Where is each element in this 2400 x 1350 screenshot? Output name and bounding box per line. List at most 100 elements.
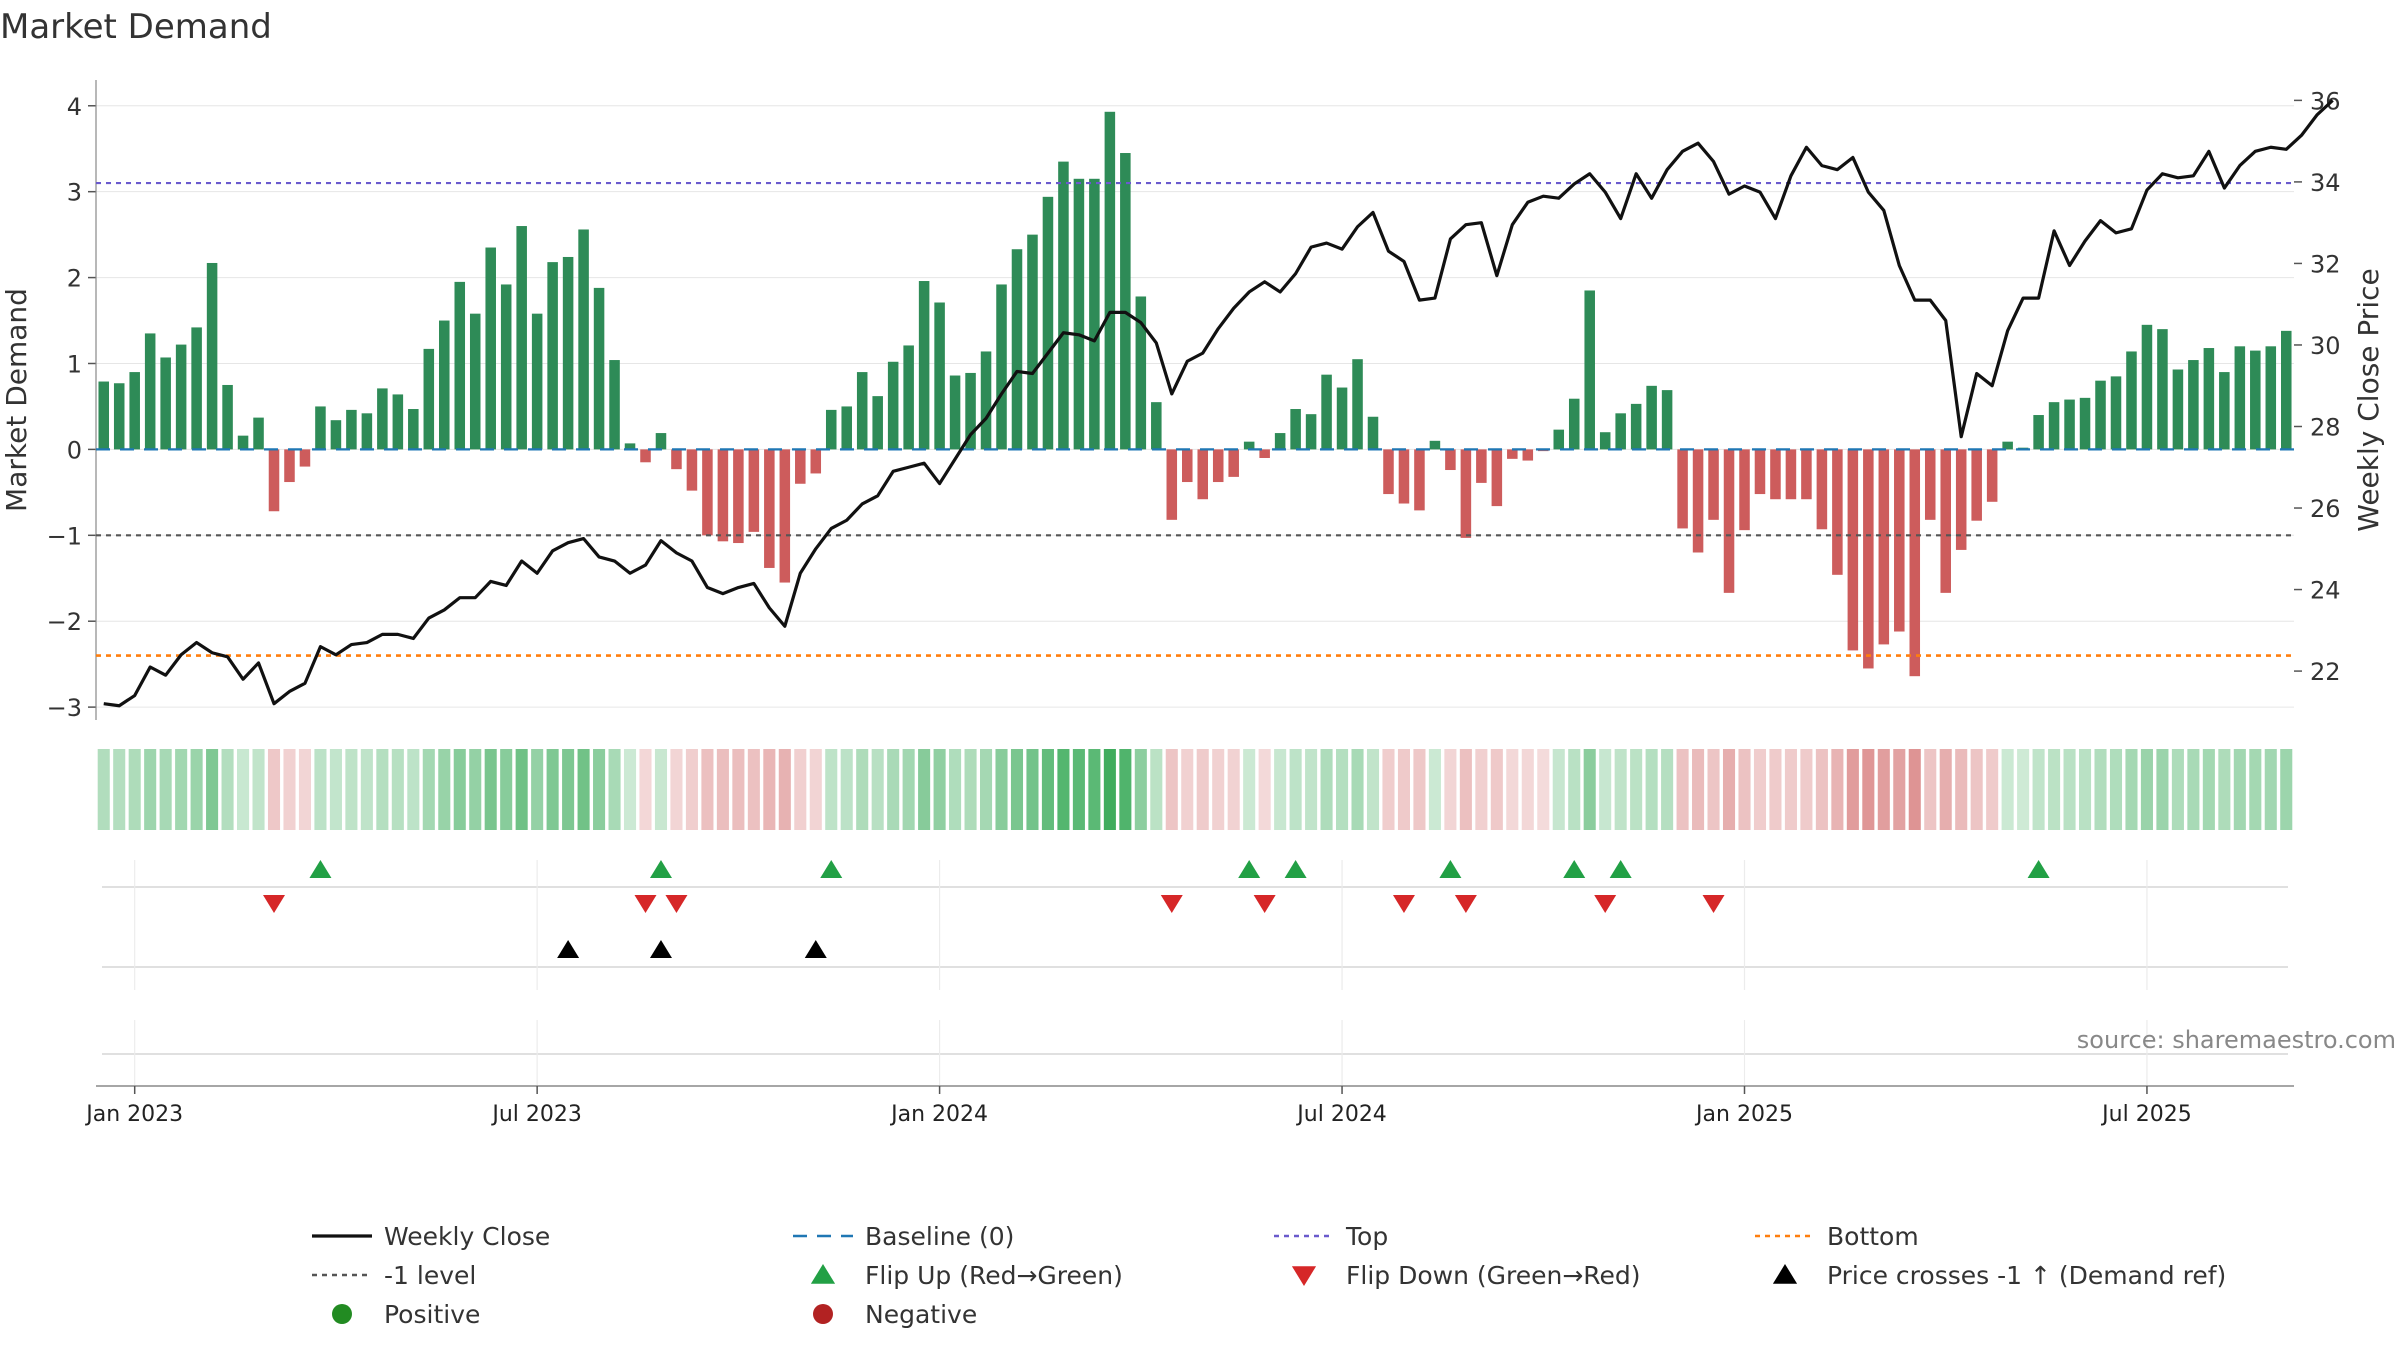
demand-bar xyxy=(175,344,187,450)
heat-cell xyxy=(1459,749,1472,830)
demand-bar xyxy=(671,449,682,470)
flip-up-marker xyxy=(649,860,672,878)
flip-up-marker xyxy=(820,860,843,878)
demand-bar xyxy=(2079,397,2091,450)
demand-bar xyxy=(949,375,961,450)
heat-cell xyxy=(747,749,760,830)
heat-cell xyxy=(840,749,853,830)
x-tick-label: Jan 2023 xyxy=(84,1102,183,1127)
legend: Weekly Close Baseline (0) Top Bottom -1 leve… xyxy=(312,1222,2226,1329)
demand-bar xyxy=(1259,449,1270,458)
heat-cell xyxy=(190,749,203,830)
heat-cell xyxy=(515,749,528,830)
y2-tick-label: 26 xyxy=(2310,495,2341,523)
demand-bar xyxy=(330,420,342,450)
heat-cell xyxy=(2017,749,2030,830)
heat-cell xyxy=(360,749,373,830)
demand-bar xyxy=(609,360,620,450)
heat-cell xyxy=(469,749,482,830)
demand-bar xyxy=(1785,449,1797,500)
demand-bar xyxy=(1336,387,1348,450)
heat-cell xyxy=(2140,749,2153,830)
heat-cell xyxy=(1583,749,1596,830)
demand-bar xyxy=(346,409,357,450)
demand-bar xyxy=(1677,449,1688,529)
demand-bar xyxy=(624,443,636,450)
flip-up-marker xyxy=(309,860,332,878)
demand-bar xyxy=(361,413,373,450)
demand-bar xyxy=(2234,346,2246,450)
demand-bar xyxy=(1274,433,1286,450)
heat-cell xyxy=(407,749,420,830)
heat-cell xyxy=(2202,749,2215,830)
heat-cell xyxy=(1475,749,1488,830)
demand-bar xyxy=(1460,449,1472,538)
signal-marker-rows xyxy=(102,860,2288,1085)
flip-down-marker xyxy=(665,895,688,913)
demand-bar xyxy=(1507,449,1518,459)
demand-bar xyxy=(1398,449,1410,504)
demand-bar xyxy=(856,372,868,450)
demand-bar xyxy=(1182,449,1193,483)
heat-cell xyxy=(376,749,389,830)
heat-cell xyxy=(949,749,962,830)
heat-cell xyxy=(1428,749,1441,830)
heat-cell xyxy=(871,749,884,830)
heat-cell xyxy=(623,749,637,830)
demand-bar xyxy=(1414,449,1425,511)
demand-bar xyxy=(918,281,930,450)
heat-cell xyxy=(2233,749,2246,830)
legend-item: Price crosses -1 ↑ (Demand ref) xyxy=(1772,1261,2226,1290)
heat-cell xyxy=(144,749,157,830)
heat-cell xyxy=(1212,749,1225,830)
weekly-close-line xyxy=(103,99,2334,708)
demand-bar xyxy=(2064,399,2075,450)
y2-tick-label: 28 xyxy=(2310,413,2341,441)
demand-bar xyxy=(733,449,744,544)
weekly-close-series xyxy=(103,99,2334,708)
heat-cell xyxy=(2032,749,2045,830)
heat-cell xyxy=(1893,749,1906,830)
demand-bar xyxy=(98,381,110,450)
demand-bar xyxy=(717,449,729,542)
legend-label: Top xyxy=(1345,1222,1388,1251)
flip-down-marker xyxy=(1160,895,1183,913)
demand-bar xyxy=(1027,234,1038,450)
demand-bar xyxy=(377,388,388,450)
heat-cell xyxy=(2109,749,2123,830)
demand-bar xyxy=(531,313,543,450)
demand-bar xyxy=(593,287,605,450)
demand-bar xyxy=(1321,374,1332,450)
heat-cell xyxy=(2156,749,2169,830)
heat-cell xyxy=(2094,749,2107,830)
heat-cell xyxy=(2171,749,2184,830)
heat-cell xyxy=(1676,749,1689,830)
heat-cell xyxy=(97,749,110,830)
demand-bar xyxy=(2219,372,2230,450)
demand-bar xyxy=(872,396,883,450)
demand-bar xyxy=(980,351,992,450)
chart-title: Market Demand xyxy=(0,7,272,47)
heat-cell xyxy=(1955,749,1968,830)
legend-item: Positive xyxy=(332,1300,480,1329)
heat-cell xyxy=(1382,749,1395,830)
legend-label: Weekly Close xyxy=(384,1222,550,1251)
demand-bar xyxy=(1986,449,1998,502)
legend-swatch-price-cross xyxy=(1772,1264,1798,1284)
heat-cell xyxy=(902,749,915,830)
demand-bar xyxy=(2048,402,2060,450)
demand-bar xyxy=(1429,440,1441,450)
heat-cell xyxy=(2125,749,2138,830)
y-tick-label: 2 xyxy=(67,265,82,293)
heat-cell xyxy=(825,749,838,830)
demand-bar xyxy=(1615,413,1626,450)
y-axis-label: Market Demand xyxy=(0,288,33,512)
demand-bar xyxy=(1445,449,1456,471)
reference-levels xyxy=(96,181,2294,657)
demand-bar xyxy=(1120,153,1131,450)
heat-cell xyxy=(1769,749,1782,830)
flip-up-marker xyxy=(1439,860,1462,878)
heat-cell xyxy=(933,749,946,830)
demand-bar xyxy=(423,348,435,450)
